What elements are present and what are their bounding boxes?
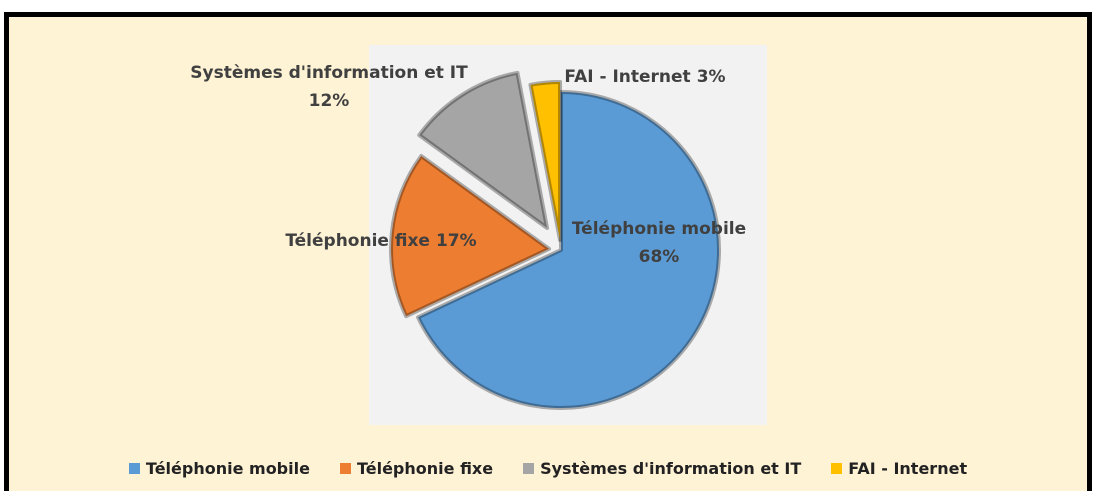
- data-label-name: Téléphonie mobile: [571, 219, 747, 239]
- data-label-value: 12%: [308, 91, 350, 111]
- legend-label: Téléphonie fixe: [356, 459, 494, 478]
- legend-entry: FAI - Internet: [831, 459, 967, 478]
- legend-entry: Systèmes d'information et IT: [523, 459, 801, 478]
- legend-label: Systèmes d'information et IT: [540, 459, 802, 478]
- chart-frame: Téléphonie mobile 68% Téléphonie fixe 17% Sy…: [4, 12, 1092, 491]
- pie-slice: [389, 154, 552, 319]
- legend-label: Téléphonie mobile: [145, 459, 310, 478]
- legend: Téléphonie mobile Téléphonie fixe Systèmes…: [9, 459, 1087, 478]
- legend-entry: Téléphonie fixe: [339, 459, 494, 478]
- data-label: Systèmes d'information et IT 12%: [189, 59, 469, 115]
- pie-chart: [389, 70, 721, 410]
- data-label-name: Téléphonie fixe: [285, 231, 430, 251]
- legend-swatch: [523, 463, 535, 474]
- pie-slice: [528, 80, 563, 243]
- pie-slice: [416, 90, 721, 410]
- data-label-value: 3%: [696, 67, 726, 87]
- data-label-value: 68%: [638, 247, 680, 267]
- pie-slice: [417, 70, 550, 231]
- legend-swatch: [339, 463, 351, 474]
- legend-swatch: [831, 463, 843, 474]
- legend-label: FAI - Internet: [848, 459, 968, 478]
- data-label-name: Systèmes d'information et IT: [190, 63, 468, 83]
- data-label: Téléphonie fixe 17%: [271, 227, 491, 255]
- legend-swatch: [128, 463, 140, 474]
- data-label-value: 17%: [435, 231, 477, 251]
- legend-entry: Téléphonie mobile: [128, 459, 310, 478]
- data-label: FAI - Internet 3%: [545, 63, 745, 91]
- data-label-name: FAI - Internet: [564, 67, 691, 87]
- data-label: Téléphonie mobile 68%: [559, 215, 759, 271]
